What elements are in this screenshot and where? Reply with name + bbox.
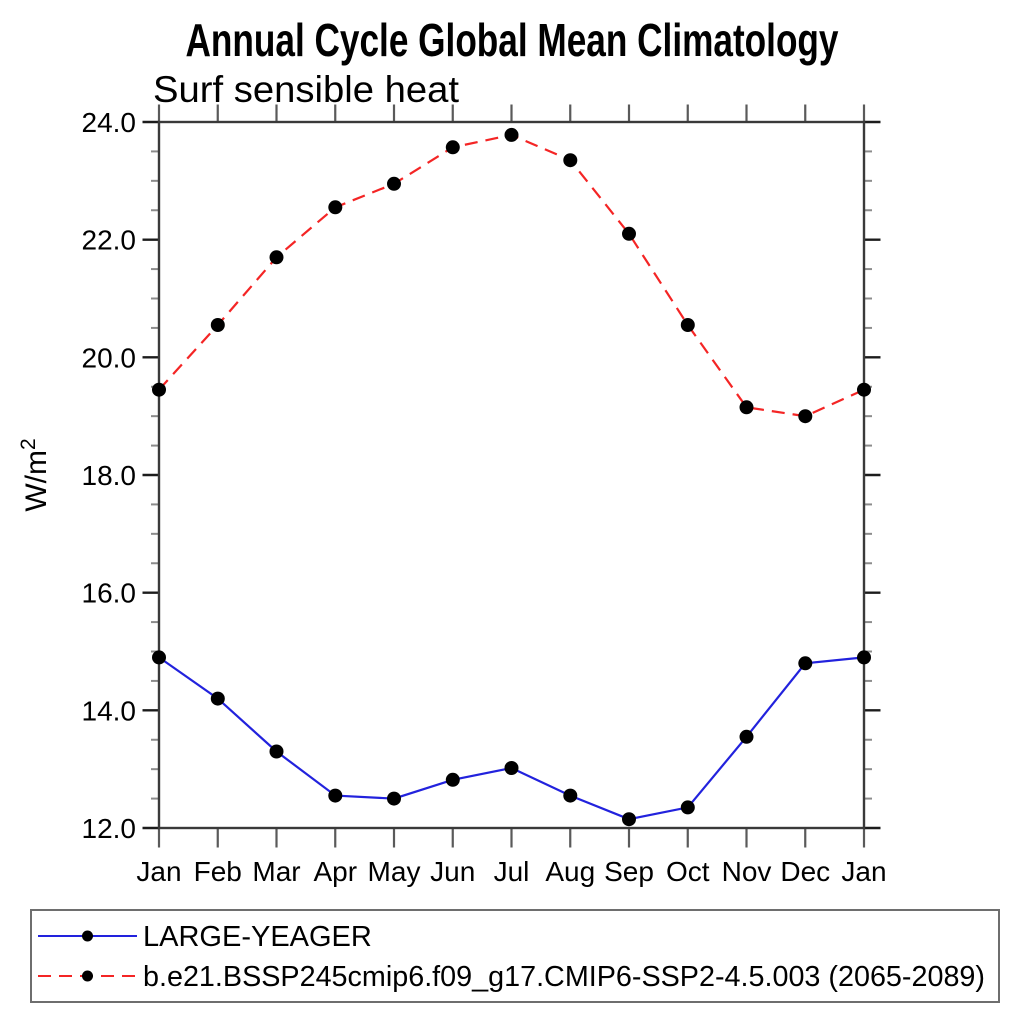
data-point-marker xyxy=(680,800,695,815)
chart-title: Annual Cycle Global Mean Climatology xyxy=(186,14,839,66)
x-tick-label: Apr xyxy=(313,856,357,887)
chart-subtitle: Surf sensible heat xyxy=(153,69,460,110)
y-tick-label: 12.0 xyxy=(82,813,137,844)
y-tick-label: 22.0 xyxy=(82,225,137,256)
series-line-dashed xyxy=(158,133,865,418)
x-tick-label: Sep xyxy=(604,856,654,887)
axis-ticks xyxy=(142,104,881,848)
y-tick-label: 14.0 xyxy=(82,695,137,726)
data-point-marker xyxy=(152,650,166,665)
data-point-marker xyxy=(622,812,636,827)
x-tick-label: Dec xyxy=(780,856,830,887)
x-tick-labels: Jan Feb Mar Apr May Jun Jul Aug Sep Oct Nov Dec Jan xyxy=(136,856,886,887)
data-point-marker xyxy=(210,318,225,332)
data-point-marker xyxy=(387,176,401,191)
data-point-marker xyxy=(269,250,284,265)
data-point-marker xyxy=(680,318,695,332)
data-point-marker xyxy=(445,140,460,155)
data-point-marker xyxy=(798,656,813,671)
x-tick-label: May xyxy=(368,856,421,887)
data-series xyxy=(152,127,871,827)
x-tick-label: Jul xyxy=(494,856,530,887)
data-point-marker xyxy=(504,761,519,775)
x-tick-label: Jan xyxy=(136,856,181,887)
data-point-marker xyxy=(269,744,284,759)
x-tick-label: Jun xyxy=(430,856,475,887)
data-point-marker xyxy=(798,409,813,424)
data-point-marker xyxy=(622,226,636,241)
data-point-marker xyxy=(445,772,460,787)
x-tick-label: Oct xyxy=(666,856,710,887)
y-axis-label: W/m2 xyxy=(17,438,53,511)
y-tick-label: 20.0 xyxy=(82,342,137,373)
data-point-marker xyxy=(563,153,578,168)
y-axis-label-base: W/m xyxy=(20,450,53,512)
data-point-marker xyxy=(563,788,578,803)
y-tick-label: 16.0 xyxy=(82,578,137,609)
y-axis-label-superscript: 2 xyxy=(17,438,40,450)
legend-marker-sample xyxy=(82,930,93,942)
legend-border xyxy=(30,909,1000,1003)
x-tick-label: Feb xyxy=(194,856,242,887)
data-point-marker xyxy=(504,127,519,142)
legend-label-large-yeager: LARGE-YEAGER xyxy=(143,921,372,953)
data-point-marker xyxy=(387,791,401,806)
data-point-marker xyxy=(739,400,754,415)
y-tick-label: 24.0 xyxy=(82,107,137,138)
legend-marker-sample xyxy=(82,970,93,982)
series-line-solid xyxy=(158,656,865,821)
data-point-marker xyxy=(328,788,343,803)
legend: LARGE-YEAGER b.e21.BSSP245cmip6.f09_g17.… xyxy=(30,909,1000,1003)
plot-frame-rect xyxy=(157,120,866,830)
x-tick-label: Jan xyxy=(841,856,886,887)
x-tick-label: Aug xyxy=(545,856,595,887)
data-point-marker xyxy=(328,200,343,215)
y-tick-labels: 24.0 22.0 20.0 18.0 16.0 14.0 12.0 xyxy=(82,107,137,844)
data-point-marker xyxy=(739,729,754,744)
x-tick-label: Nov xyxy=(722,856,772,887)
plot-frame xyxy=(157,120,866,830)
data-point-marker xyxy=(857,382,871,397)
legend-label-cmip6-ssp245: b.e21.BSSP245cmip6.f09_g17.CMIP6-SSP2-4.… xyxy=(143,961,985,993)
data-point-marker xyxy=(210,691,225,706)
data-point-marker xyxy=(857,650,871,665)
legend-swatches xyxy=(30,909,1000,1003)
x-tick-label: Mar xyxy=(252,856,300,887)
data-point-marker xyxy=(152,382,166,397)
y-tick-label: 18.0 xyxy=(82,460,137,491)
